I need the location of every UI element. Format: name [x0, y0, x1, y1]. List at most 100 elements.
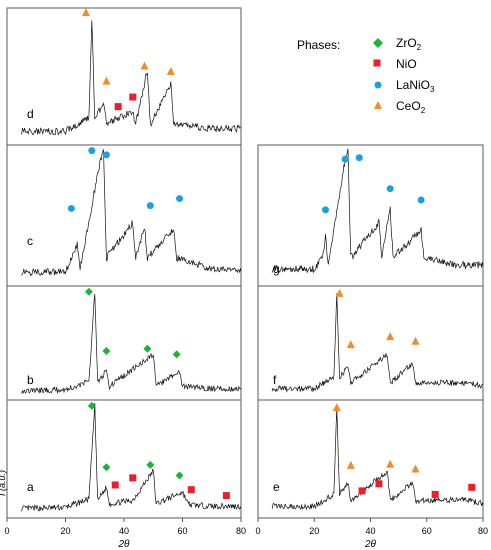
marker-e-nio-7: [468, 483, 476, 491]
svg-text:ZrO2: ZrO2: [396, 36, 422, 52]
series-line-a: [21, 402, 242, 512]
legend-marker-zro2: [373, 38, 383, 48]
panel-c: c: [6, 144, 242, 287]
x-tick-label-a-4: 80: [236, 526, 246, 536]
marker-e-ceo2-0: [332, 403, 341, 412]
marker-a-nio-6: [187, 486, 195, 494]
legend-label-nio: NiO: [396, 57, 417, 71]
marker-a-nio-5: [129, 474, 137, 482]
legend-item-zro2: ZrO2: [373, 36, 422, 52]
marker-b-zro2-1: [102, 346, 111, 355]
x-tick-label-a-2: 40: [119, 526, 129, 536]
legend: Phases: ZrO2 NiO LaNiO3 CeO2: [297, 36, 435, 115]
legend-sub-ceo2: 2: [421, 106, 426, 115]
marker-f-ceo2-2: [386, 332, 395, 341]
marker-g-lanio3-3: [386, 185, 394, 193]
panel-label-a: a: [27, 480, 34, 494]
legend-item-nio: NiO: [373, 57, 417, 71]
marker-c-lanio3-4: [176, 195, 184, 203]
marker-b-zro2-2: [143, 344, 152, 353]
x-tick-label-e-0: 0: [255, 526, 260, 536]
x-axis-label-e: 2θ: [364, 539, 377, 550]
panel-a: a 0 20 40 60 80 2θ I (a.u.): [0, 399, 246, 550]
legend-sub-lanio3: 3: [430, 85, 435, 94]
marker-c-lanio3-2: [102, 151, 110, 159]
series-line-f: [271, 293, 484, 393]
marker-a-zro2-0: [87, 401, 96, 410]
series-line-b: [21, 293, 242, 395]
panel-frame-c: [6, 144, 242, 287]
marker-a-zro2-2: [146, 460, 155, 469]
legend-label-ceo2: CeO: [396, 99, 421, 113]
legend-label-zro2: ZrO: [396, 36, 417, 50]
marker-e-ceo2-2: [386, 459, 395, 468]
x-tick-label-a-1: 20: [60, 526, 70, 536]
marker-a-zro2-1: [102, 463, 111, 472]
panel-label-c: c: [27, 234, 33, 248]
x-tick-label-e-3: 60: [422, 526, 432, 536]
marker-d-ceo2-3: [166, 67, 175, 76]
marker-a-nio-7: [222, 492, 230, 500]
marker-c-lanio3-0: [67, 204, 75, 212]
series-line-g: [271, 148, 484, 274]
x-tick-label-a-0: 0: [4, 526, 9, 536]
series-line-e: [271, 407, 484, 511]
panel-d: d: [6, 7, 242, 146]
marker-e-ceo2-3: [411, 464, 420, 473]
panel-f: f: [257, 285, 484, 401]
panel-frame-d: [6, 7, 242, 146]
marker-d-ceo2-2: [140, 61, 149, 70]
marker-e-nio-6: [431, 490, 439, 498]
panels: a 0 20 40 60 80 2θ I (a.u.) b c d e 0 20 40 60 80 2θ f g: [0, 7, 488, 550]
marker-f-ceo2-1: [346, 340, 355, 349]
legend-item-lanio3: LaNiO3: [374, 78, 435, 94]
legend-marker-ceo2: [374, 101, 382, 109]
marker-e-ceo2-1: [346, 460, 355, 469]
marker-b-zro2-0: [84, 287, 93, 296]
y-axis-label: I (a.u.): [0, 470, 7, 496]
legend-item-ceo2: CeO2: [374, 99, 426, 115]
series-line-c: [21, 148, 242, 277]
series-line-d: [21, 20, 242, 136]
legend-marker-lanio3: [374, 81, 382, 89]
panel-label-f: f: [273, 373, 277, 387]
marker-d-nio-5: [129, 93, 137, 101]
panel-frame-g: [257, 144, 484, 287]
x-tick-label-e-1: 20: [309, 526, 319, 536]
marker-a-zro2-3: [175, 471, 184, 480]
panel-b: b: [6, 285, 242, 401]
svg-text:CeO2: CeO2: [396, 99, 426, 115]
marker-b-zro2-3: [172, 350, 181, 359]
marker-e-nio-4: [358, 487, 366, 495]
marker-c-lanio3-1: [88, 147, 96, 155]
x-tick-label-e-4: 80: [478, 526, 488, 536]
marker-c-lanio3-3: [146, 202, 154, 210]
marker-g-lanio3-0: [322, 206, 329, 214]
panel-frame-f: [257, 285, 484, 401]
x-axis-label-a: 2θ: [118, 539, 131, 550]
legend-label-lanio3: LaNiO: [396, 78, 430, 92]
legend-marker-nio: [373, 59, 381, 67]
marker-e-nio-5: [375, 480, 383, 488]
panel-label-e: e: [273, 480, 280, 494]
legend-title: Phases:: [297, 38, 340, 52]
marker-g-lanio3-2: [355, 154, 363, 162]
panel-label-g: g: [273, 262, 280, 276]
marker-f-ceo2-3: [411, 336, 420, 345]
panel-frame-b: [6, 285, 242, 401]
panel-g: g: [257, 144, 484, 287]
marker-d-ceo2-0: [81, 8, 90, 17]
panel-frame-e: [257, 399, 484, 519]
svg-text:LaNiO3: LaNiO3: [396, 78, 435, 94]
marker-g-lanio3-1: [341, 155, 349, 163]
panel-label-b: b: [27, 373, 34, 387]
marker-d-nio-4: [114, 103, 122, 111]
marker-d-ceo2-1: [102, 76, 111, 85]
marker-g-lanio3-4: [417, 196, 425, 204]
panel-label-d: d: [27, 107, 34, 121]
legend-sub-zro2: 2: [417, 43, 422, 52]
x-tick-label-e-2: 40: [365, 526, 375, 536]
panel-e: e 0 20 40 60 80 2θ: [255, 399, 488, 550]
marker-f-ceo2-0: [335, 288, 344, 297]
